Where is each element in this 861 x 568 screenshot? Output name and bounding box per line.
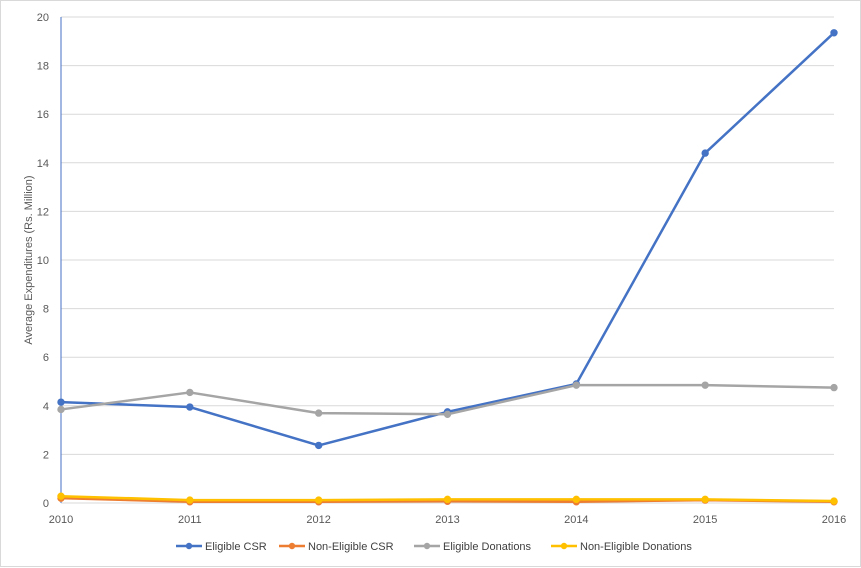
y-tick-label: 20 xyxy=(37,12,49,24)
data-point xyxy=(830,497,838,505)
data-point xyxy=(186,496,194,504)
data-point xyxy=(830,383,838,392)
x-tick-label: 2011 xyxy=(178,514,202,526)
x-tick-label: 2016 xyxy=(822,514,846,526)
legend-swatch-marker xyxy=(288,542,296,550)
series-lines xyxy=(57,29,838,506)
y-tick-label: 6 xyxy=(43,352,49,364)
x-tick-label: 2012 xyxy=(306,514,330,526)
x-tick-label: 2014 xyxy=(564,514,588,526)
y-tick-label: 4 xyxy=(43,401,49,413)
y-tick-label: 14 xyxy=(37,158,49,170)
y-tick-label: 16 xyxy=(37,109,49,121)
data-point xyxy=(314,409,323,417)
data-point xyxy=(314,496,323,504)
y-tick-label: 10 xyxy=(37,255,49,267)
y-tick-label: 18 xyxy=(37,61,49,73)
y-tick-label: 0 xyxy=(43,498,49,510)
legend-swatch-marker xyxy=(560,542,568,550)
x-tick-label: 2010 xyxy=(49,514,73,526)
y-axis-title: Average Expenditures (Rs. Million) xyxy=(23,175,35,344)
data-point xyxy=(701,495,709,504)
data-point xyxy=(572,381,581,389)
legend-swatch-marker xyxy=(423,542,431,550)
legend: Eligible CSR Non-Eligible CSR Eligible Don… xyxy=(176,541,692,553)
data-point xyxy=(701,381,709,389)
legend-label: Eligible Donations xyxy=(443,541,532,553)
legend-item: Non-Eligible Donations xyxy=(551,541,692,553)
y-tick-label: 2 xyxy=(43,449,49,461)
data-point xyxy=(57,492,65,500)
axes: 0 2 4 6 8 10 12 14 16 18 20 2010 2011 2012 2013 2014 201… xyxy=(37,12,846,526)
data-point xyxy=(830,29,838,37)
x-tick-label: 2013 xyxy=(435,514,459,526)
data-point xyxy=(443,495,452,504)
legend-label: Eligible CSR xyxy=(205,541,267,553)
series xyxy=(57,381,838,419)
x-tick-label: 2015 xyxy=(693,514,717,526)
y-tick-label: 8 xyxy=(43,304,49,316)
legend-swatch-marker xyxy=(185,542,193,550)
data-point xyxy=(57,398,65,406)
data-point xyxy=(186,388,194,397)
data-point xyxy=(186,403,194,411)
legend-item: Non-Eligible CSR xyxy=(279,541,394,553)
legend-item: Eligible CSR xyxy=(176,541,267,553)
legend-label: Non-Eligible Donations xyxy=(580,541,692,553)
series xyxy=(57,492,838,505)
legend-label: Non-Eligible CSR xyxy=(308,541,394,553)
legend-item: Eligible Donations xyxy=(414,541,532,553)
data-point xyxy=(701,149,709,157)
data-point xyxy=(314,441,323,450)
data-point xyxy=(443,410,452,419)
data-point xyxy=(57,405,65,414)
data-point xyxy=(572,495,581,504)
gridlines xyxy=(61,16,834,455)
series-line xyxy=(59,31,836,447)
y-tick-label: 12 xyxy=(37,206,49,218)
